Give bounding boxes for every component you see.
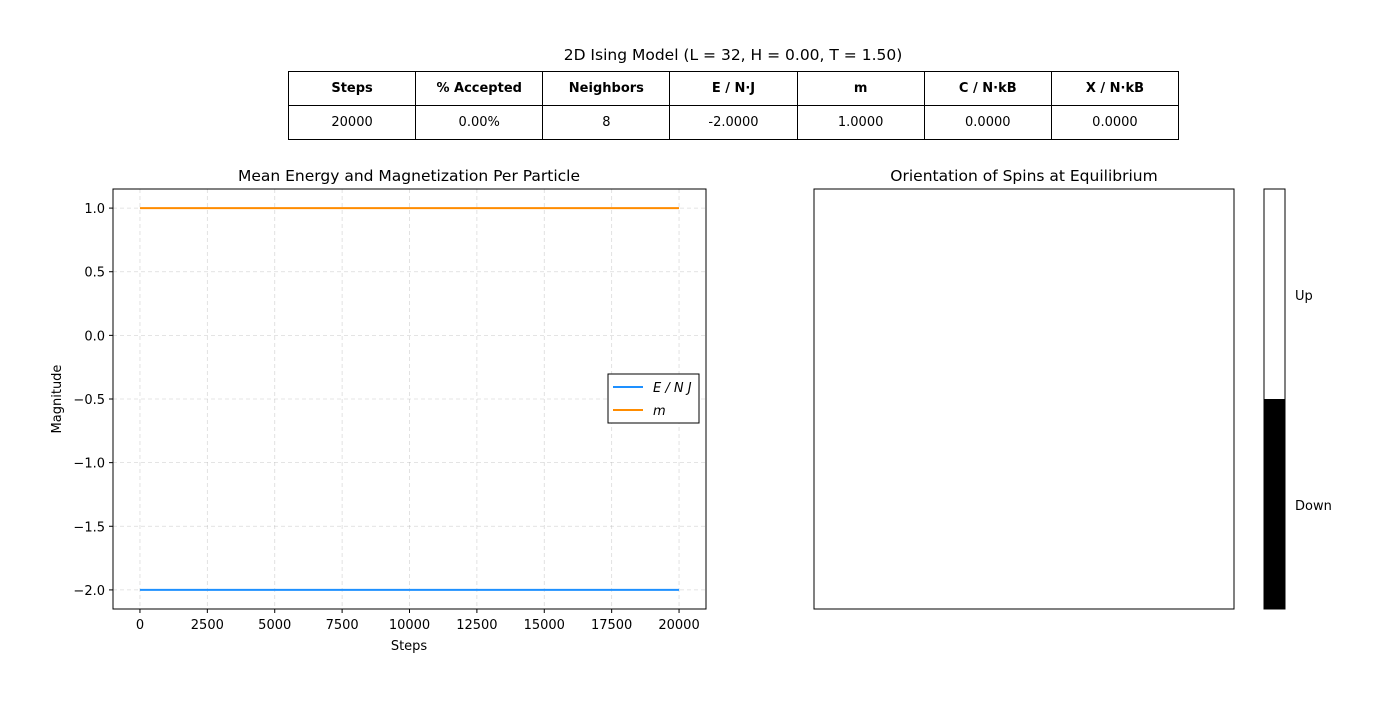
colorbar-label-up: Up [1295, 289, 1313, 304]
x-tick-label: 17500 [591, 618, 632, 633]
colorbar-down-segment [1264, 399, 1285, 609]
spin-lattice [813, 188, 1235, 610]
figure-title: 2D Ising Model (L = 32, H = 0.00, T = 1.… [563, 46, 903, 64]
colorbar-up-segment [1264, 189, 1285, 399]
stats-value-susceptibility: 0.0000 [1050, 105, 1180, 140]
stats-value-neighbors: 8 [542, 105, 671, 140]
y-tick-label: −2.0 [73, 584, 105, 599]
stats-header-neighbors: Neighbors [542, 71, 671, 106]
line-chart-title: Mean Energy and Magnetization Per Partic… [238, 167, 580, 185]
line-chart-y-label: Magnitude [50, 365, 65, 434]
y-tick-label: 0.5 [84, 266, 105, 281]
stats-table: Steps % Accepted Neighbors E / N·J m C /… [287, 71, 1180, 140]
stats-header-energy: E / N·J [669, 71, 798, 106]
x-tick-label: 10000 [389, 618, 430, 633]
y-tick-label: 1.0 [84, 202, 105, 217]
line-chart-legend: E / N J m [607, 373, 700, 424]
stats-header-accepted: % Accepted [415, 71, 544, 106]
colorbar-label-down: Down [1295, 499, 1332, 514]
y-tick-label: −1.0 [73, 457, 105, 472]
stats-header-susceptibility: X / N·kB [1050, 71, 1180, 106]
x-tick-label: 20000 [658, 618, 699, 633]
stats-header-steps: Steps [287, 71, 417, 106]
colorbar-frame [1263, 188, 1286, 610]
stats-value-energy: -2.0000 [669, 105, 798, 140]
stats-value-steps: 20000 [287, 105, 417, 140]
stats-header-magnetization: m [796, 71, 925, 106]
stats-value-row: 20000 0.00% 8 -2.0000 1.0000 0.0000 0.00… [287, 105, 1180, 140]
y-tick-label: −1.5 [73, 520, 105, 535]
line-chart-series [139, 207, 680, 591]
stats-value-heat-capacity: 0.0000 [923, 105, 1052, 140]
line-chart: Mean Energy and Magnetization Per Partic… [50, 167, 707, 654]
line-chart-x-ticks: 0 2500 5000 7500 10000 12500 15000 17500 20000 [136, 609, 700, 633]
stats-value-magnetization: 1.0000 [796, 105, 925, 140]
legend-box [607, 373, 700, 424]
x-tick-label: 15000 [524, 618, 565, 633]
legend-label-magnetization: m [653, 404, 666, 419]
x-tick-label: 12500 [456, 618, 497, 633]
spin-heatmap-title: Orientation of Spins at Equilibrium [890, 167, 1157, 185]
colorbar: Up Down [1263, 188, 1332, 610]
legend-label-energy: E / N J [653, 381, 692, 396]
line-chart-y-ticks: 1.0 0.5 0.0 −0.5 −1.0 −1.5 −2.0 [73, 202, 113, 599]
spin-heatmap: Orientation of Spins at Equilibrium [813, 167, 1235, 610]
y-tick-label: 0.0 [84, 329, 105, 344]
x-tick-label: 0 [136, 618, 144, 633]
y-tick-label: −0.5 [73, 393, 105, 408]
stats-header-row: Steps % Accepted Neighbors E / N·J m C /… [287, 71, 1180, 106]
x-tick-label: 7500 [326, 618, 359, 633]
x-tick-label: 5000 [258, 618, 291, 633]
stats-value-accepted: 0.00% [415, 105, 544, 140]
line-chart-x-label: Steps [391, 639, 428, 654]
x-tick-label: 2500 [191, 618, 224, 633]
